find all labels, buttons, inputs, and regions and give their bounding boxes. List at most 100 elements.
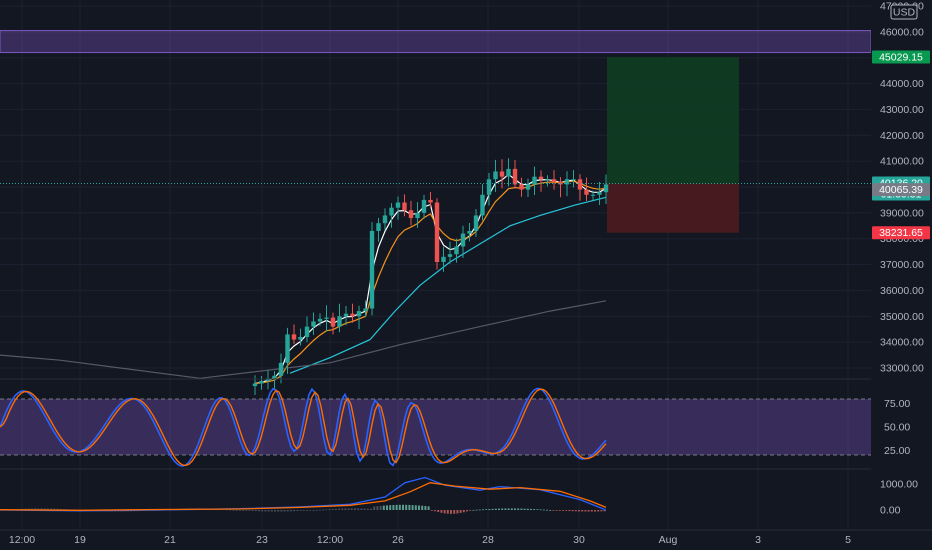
macd-histogram-bar xyxy=(350,508,353,510)
price-axis-bg xyxy=(871,0,932,550)
candle-body xyxy=(564,179,570,185)
macd-histogram-bar xyxy=(334,508,337,510)
macd-histogram-bar xyxy=(597,510,600,512)
time-tick-label: 30 xyxy=(573,534,585,546)
time-tick-label: Aug xyxy=(659,534,678,546)
macd-histogram-bar xyxy=(293,510,296,512)
price-tick-label: 41000.00 xyxy=(880,156,924,168)
candle-body xyxy=(512,168,518,185)
macd-histogram-bar xyxy=(504,508,507,510)
candle-body xyxy=(506,168,511,177)
macd-histogram-bar xyxy=(40,508,43,510)
macd-pane xyxy=(0,476,607,514)
macd-histogram-bar xyxy=(520,508,523,510)
candle-body xyxy=(467,230,472,234)
macd-histogram-bar xyxy=(398,504,401,510)
candle-body xyxy=(551,179,557,182)
macd-histogram-bar xyxy=(456,510,459,514)
candle-body xyxy=(460,233,466,247)
macd-histogram-bar xyxy=(226,509,228,511)
time-axis[interactable]: 12:00 19 21 23 12:00 26 28 30 Aug 3 5 xyxy=(0,529,932,546)
price-tag-box xyxy=(872,183,930,197)
price-tick-label: 43000.00 xyxy=(880,104,924,116)
macd-histogram-bar xyxy=(296,510,299,512)
macd-histogram-bar xyxy=(501,508,504,510)
stop-zone xyxy=(607,183,739,233)
macd-histogram-bar xyxy=(424,506,427,510)
candle-body xyxy=(473,215,479,231)
price-axis[interactable]: 47000.0046000.0045000.0044000.0043000.00… xyxy=(871,0,932,550)
macd-histogram-bar xyxy=(494,508,497,510)
macd-histogram-bar xyxy=(450,510,452,514)
candle-body xyxy=(584,189,589,195)
macd-histogram-bar xyxy=(405,504,408,510)
candle-body xyxy=(330,317,336,327)
price-tick-label: 39000.00 xyxy=(880,207,924,219)
macd-histogram-bar xyxy=(258,510,260,512)
macd-histogram-bar xyxy=(238,510,241,511)
time-tick-label: 3 xyxy=(755,534,761,546)
macd-histogram-bar xyxy=(322,509,324,511)
macd-histogram-bar xyxy=(555,510,558,511)
stoch-band xyxy=(0,399,871,455)
macd-histogram-bar xyxy=(430,510,433,511)
macd-histogram-bar xyxy=(578,510,580,512)
macd-histogram-bar xyxy=(251,510,254,511)
macd-histogram-bar xyxy=(331,508,334,510)
candle-body xyxy=(304,326,310,337)
candle-body xyxy=(408,210,414,219)
candle-body xyxy=(447,254,453,257)
candle-body xyxy=(369,230,375,309)
candle-body xyxy=(519,184,524,190)
macd-histogram-bar xyxy=(482,509,484,511)
macd-histogram-bar xyxy=(50,508,52,510)
time-tick-label: 23 xyxy=(256,534,268,546)
macd-histogram-bar xyxy=(411,505,414,510)
macd-histogram-bar xyxy=(565,510,568,511)
candle-body xyxy=(389,207,394,216)
price-tag-label: 38231.65 xyxy=(879,227,923,239)
candle-body xyxy=(343,313,349,317)
price-tick-label: 36000.00 xyxy=(880,285,924,297)
macd-histogram-bar xyxy=(328,509,331,510)
macd-histogram-bar xyxy=(248,510,251,511)
price-tick-label: 33000.00 xyxy=(880,363,924,375)
macd-histogram-bar xyxy=(478,509,481,511)
macd-histogram-bar xyxy=(315,509,318,511)
macd-histogram-bar xyxy=(514,508,516,510)
macd-histogram-bar xyxy=(469,510,472,511)
macd-histogram-bar xyxy=(229,509,232,511)
zones xyxy=(0,30,872,233)
price-tick-label: 34000.00 xyxy=(880,337,924,349)
currency-badge[interactable]: USD xyxy=(890,4,918,20)
macd-histogram-bar xyxy=(386,505,388,510)
candle-body xyxy=(577,179,583,190)
macd-histogram-bar xyxy=(325,509,328,511)
macd-histogram-bar xyxy=(53,508,56,510)
candle-body xyxy=(278,362,284,376)
price-tick-label: 35000.00 xyxy=(880,311,924,323)
candle-body xyxy=(272,375,277,379)
candle-body xyxy=(298,336,303,340)
macd-histogram-bar xyxy=(360,508,363,510)
macd-histogram-bar xyxy=(530,508,532,510)
candle-body xyxy=(538,176,544,180)
macd-histogram-bar xyxy=(581,510,584,512)
macd-histogram-bar xyxy=(373,506,376,510)
candle-body xyxy=(285,334,290,363)
candle-body xyxy=(415,212,420,219)
macd-histogram-bar xyxy=(366,508,369,510)
macd-histogram-bar xyxy=(344,508,347,510)
candle-body xyxy=(590,194,596,196)
macd-histogram-bar xyxy=(274,510,276,512)
macd-histogram-bar xyxy=(552,510,555,511)
price-tag-box xyxy=(872,226,930,240)
price-tick-label: 46000.00 xyxy=(880,26,924,38)
candle-body xyxy=(382,215,388,224)
macd-histogram-bar xyxy=(526,508,529,510)
macd-histogram-bar xyxy=(558,510,561,511)
candle-body xyxy=(402,202,407,211)
macd-histogram-bar xyxy=(389,505,392,510)
candle-body xyxy=(486,179,492,195)
